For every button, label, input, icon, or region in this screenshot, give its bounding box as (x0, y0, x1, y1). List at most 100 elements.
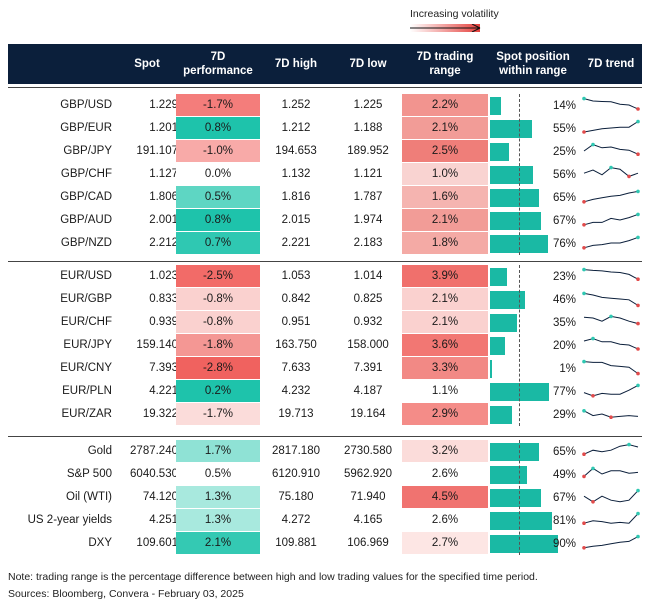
spot-position-cell: 56% (490, 164, 576, 185)
spot-position-bar (490, 360, 492, 378)
trend-low-dot (591, 500, 595, 504)
trend-low-dot (582, 452, 586, 456)
7d-trading-range-value: 1.0% (402, 163, 488, 185)
7d-performance-value: 0.8% (176, 117, 260, 139)
trend-high-dot (582, 409, 586, 413)
7d-high-value: 1.132 (281, 168, 311, 180)
group-separator-1 (8, 261, 642, 262)
7d-trading-range-value: 1.8% (402, 232, 488, 254)
table-row: EUR/ZAR 19.322 -1.7% 19.713 19.164 2.9% 29% (8, 403, 642, 426)
7d-performance-value: 0.8% (176, 209, 260, 231)
trend-high-dot (636, 511, 640, 516)
7d-trading-range-value: 1.6% (402, 186, 488, 208)
7d-performance-value: 0.0% (176, 163, 260, 185)
spot-position-bar (490, 189, 540, 207)
7d-high-value: 2.221 (281, 237, 311, 249)
7d-low-value: 7.391 (353, 362, 383, 374)
trend-low-dot (582, 200, 586, 204)
table-row: S&P 500 6040.530 0.5% 6120.910 5962.920 2.6% 4… (8, 463, 642, 486)
spot-position-cell: 20% (490, 335, 576, 356)
trend-line (583, 361, 639, 375)
trend-low-dot (582, 474, 586, 479)
column-7d-trading-range: 7D trading range (402, 44, 488, 84)
spot-position-cell: 90% (490, 533, 576, 554)
trend-sparkline (582, 235, 640, 250)
trend-high-dot (609, 314, 613, 319)
column-7d-trading-range-line1: 7D trading (416, 51, 474, 63)
trend-sparkline (582, 511, 640, 525)
column-7d-performance-line2: performance (183, 65, 253, 77)
7d-low-value: 4.165 (353, 514, 383, 526)
group-separator-0 (8, 87, 642, 88)
trend-high-dot (636, 383, 640, 388)
trend-line (583, 121, 639, 133)
spot-position-cell: 25% (490, 141, 576, 162)
position-midline (519, 440, 520, 555)
spot-position-cell: 76% (490, 233, 576, 254)
7d-trading-range-value: 2.7% (402, 532, 488, 554)
instrument-name: GBP/AUD (60, 214, 112, 226)
spot-position-bar (490, 291, 525, 309)
7d-performance-value: -0.8% (176, 311, 260, 333)
spot-position-cell: 77% (490, 381, 576, 402)
7d-trading-range-value: 2.1% (402, 288, 488, 310)
instrument-name: EUR/USD (60, 270, 112, 282)
trend-low-dot (582, 246, 586, 250)
7d-trading-range-value: 2.1% (402, 311, 488, 333)
column-spot-position-line2: within range (499, 65, 567, 77)
spot-value: 0.939 (149, 316, 178, 328)
7d-high-value: 0.951 (281, 316, 311, 328)
volatility-legend-label: Increasing volatility (410, 8, 499, 20)
trend-sparkline (582, 119, 640, 134)
spot-position-percent: 29% (552, 408, 576, 421)
trend-low-dot (582, 130, 586, 134)
spot-position-cell: 35% (490, 312, 576, 333)
table-row: GBP/AUD 2.001 0.8% 2.015 1.974 2.1% 67% (8, 209, 642, 232)
7d-trading-range-value: 3.9% (402, 265, 488, 287)
column-spot: Spot (134, 58, 160, 70)
instrument-name: GBP/USD (60, 99, 112, 111)
volatility-gradient-arrow (410, 24, 481, 32)
instrument-name: GBP/CHF (60, 168, 112, 180)
7d-performance-value: 0.2% (176, 380, 260, 402)
trend-high-dot (591, 142, 595, 147)
column-7d-trend: 7D trend (587, 58, 635, 70)
table-row: GBP/JPY 191.107 -1.0% 194.653 189.952 2.5% 25% (8, 140, 642, 163)
7d-trading-range-value: 2.9% (402, 403, 488, 425)
spot-position-bar (490, 120, 532, 138)
instrument-name: EUR/CNY (60, 362, 112, 374)
trend-low-dot (636, 152, 640, 156)
7d-trading-range-value: 2.1% (402, 117, 488, 139)
trend-high-dot (591, 466, 595, 471)
trend-low-dot (582, 223, 586, 227)
trend-low-dot (609, 415, 613, 419)
spot-value: 6040.530 (130, 468, 178, 480)
7d-low-value: 4.187 (353, 385, 383, 397)
7d-performance-value: 1.3% (176, 486, 260, 508)
spot-value: 109.601 (136, 537, 178, 549)
trend-sparkline (582, 409, 639, 419)
instrument-name: EUR/ZAR (61, 408, 112, 420)
spot-position-cell: 81% (490, 510, 576, 531)
trend-low-dot (636, 347, 640, 351)
7d-trading-range-value: 2.6% (402, 463, 488, 485)
7d-low-value: 1.225 (353, 99, 383, 111)
instrument-name: EUR/CHF (60, 316, 112, 328)
7d-low-value: 189.952 (347, 145, 389, 157)
trend-high-dot (627, 442, 631, 447)
trend-line (583, 98, 639, 110)
7d-performance-value: -1.7% (176, 403, 260, 425)
column-7d-high: 7D high (274, 58, 318, 70)
column-7d-performance: 7D performance (176, 44, 260, 84)
instrument-name: GBP/JPY (63, 145, 112, 157)
spot-position-bar (490, 466, 528, 484)
trend-sparkline (583, 314, 640, 326)
table-row: EUR/USD 1.023 -2.5% 1.053 1.014 3.9% 23% (8, 265, 642, 288)
trend-high-dot (582, 96, 586, 101)
7d-trading-range-value: 3.6% (402, 334, 488, 356)
spot-position-bar (490, 166, 533, 184)
7d-trading-range-value: 3.3% (402, 357, 488, 379)
7d-low-value: 1.121 (353, 168, 383, 180)
group-separator-2 (8, 436, 642, 437)
7d-trading-range-value: 1.1% (402, 380, 488, 402)
